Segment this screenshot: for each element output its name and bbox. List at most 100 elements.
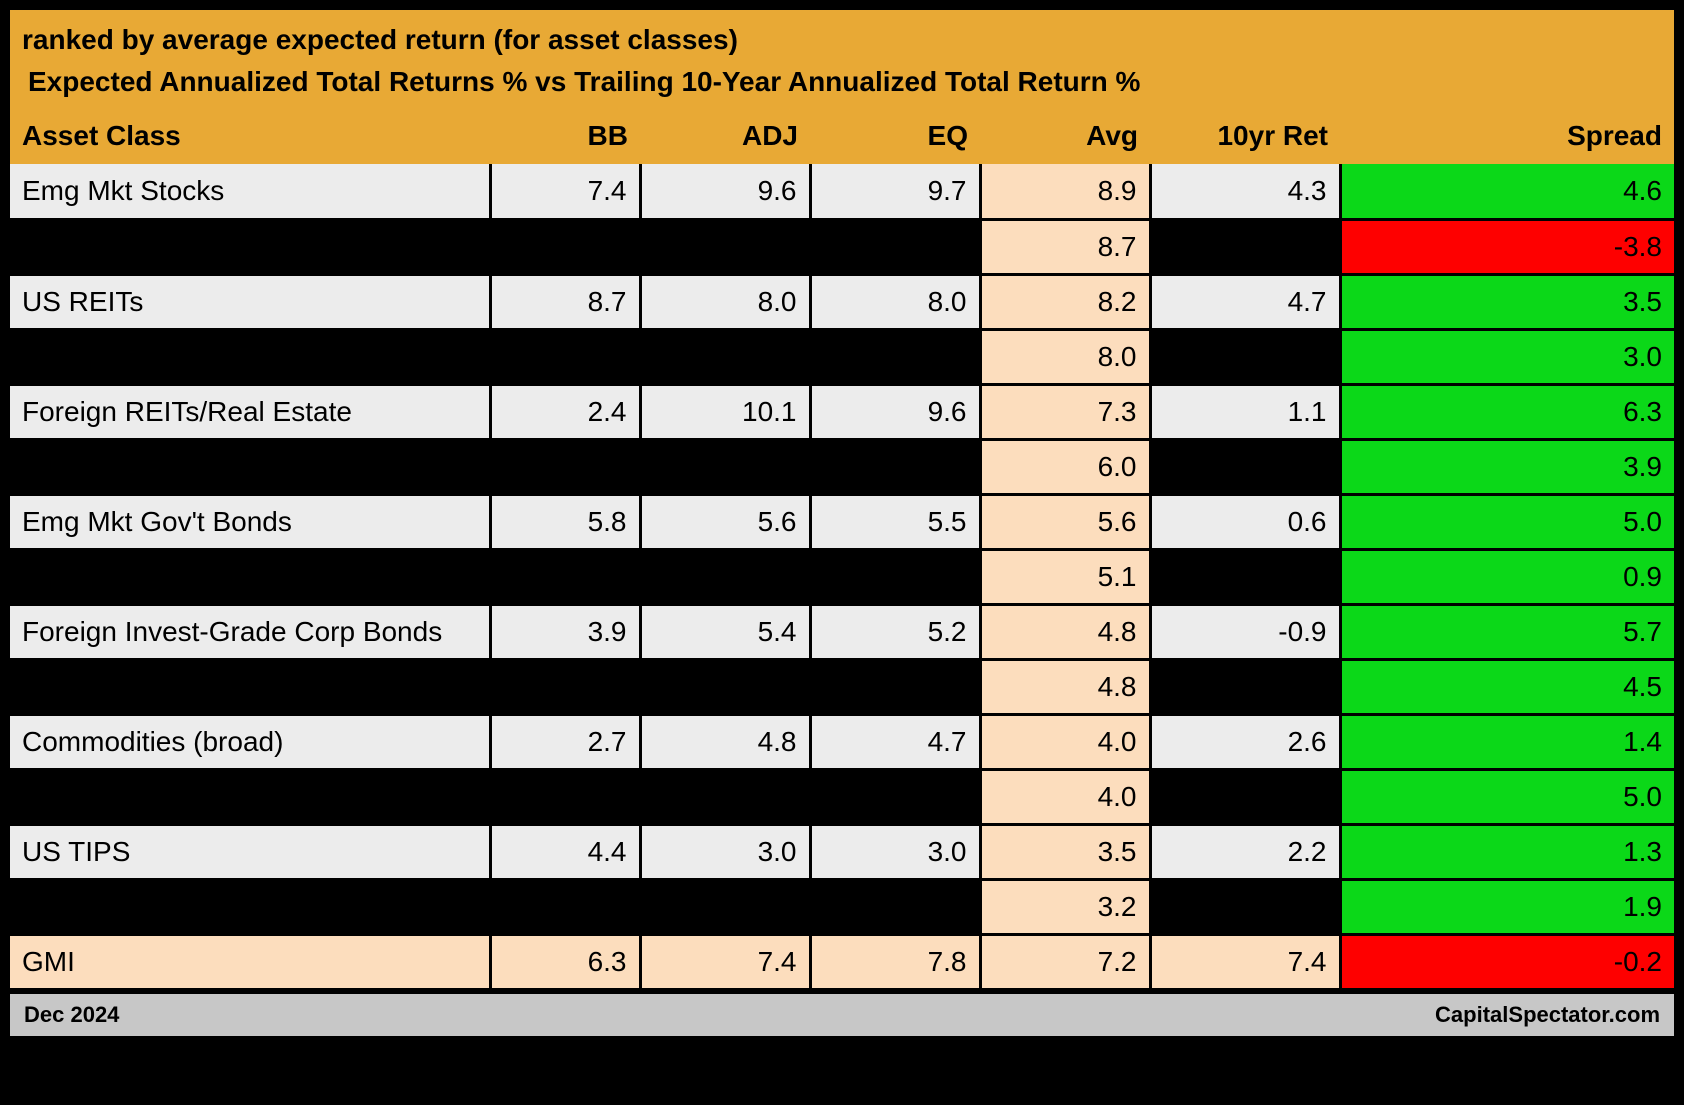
cell-avg: 8.9 xyxy=(980,164,1150,219)
table-row: US REITs8.78.08.08.24.73.5 xyxy=(10,274,1674,329)
cell-asset-class: Foreign REITs/Real Estate xyxy=(10,384,490,439)
cell-adj: 8.0 xyxy=(640,274,810,329)
cell-eq: 5.2 xyxy=(810,604,980,659)
cell-spread: -0.2 xyxy=(1340,934,1674,989)
table-row: 8.03.0 xyxy=(10,329,1674,384)
cell-spread: 5.0 xyxy=(1340,769,1674,824)
cell-adj: 5.4 xyxy=(640,604,810,659)
table-row: US TIPS4.43.03.03.52.21.3 xyxy=(10,824,1674,879)
column-header-row: Asset Class BB ADJ EQ Avg 10yr Ret Sprea… xyxy=(10,112,1674,164)
cell-asset-class xyxy=(10,659,490,714)
cell-eq: 9.6 xyxy=(810,384,980,439)
col-adj: ADJ xyxy=(640,112,810,164)
cell-asset-class: GMI xyxy=(10,934,490,989)
cell-eq: 5.5 xyxy=(810,494,980,549)
cell-adj: 3.0 xyxy=(640,824,810,879)
cell-eq: 3.0 xyxy=(810,824,980,879)
cell-bb xyxy=(490,659,640,714)
cell-adj xyxy=(640,769,810,824)
cell-10yr xyxy=(1150,219,1340,274)
col-asset-class: Asset Class xyxy=(10,112,490,164)
cell-eq xyxy=(810,439,980,494)
cell-asset-class: Commodities (broad) xyxy=(10,714,490,769)
cell-adj xyxy=(640,329,810,384)
cell-avg: 3.2 xyxy=(980,879,1150,934)
cell-adj xyxy=(640,439,810,494)
cell-10yr xyxy=(1150,329,1340,384)
cell-spread: 4.6 xyxy=(1340,164,1674,219)
cell-eq xyxy=(810,769,980,824)
cell-asset-class: Emg Mkt Stocks xyxy=(10,164,490,219)
cell-10yr: 4.3 xyxy=(1150,164,1340,219)
cell-spread: 3.9 xyxy=(1340,439,1674,494)
cell-avg: 7.2 xyxy=(980,934,1150,989)
cell-bb: 3.9 xyxy=(490,604,640,659)
table-row: 4.05.0 xyxy=(10,769,1674,824)
cell-asset-class: Foreign Invest-Grade Corp Bonds xyxy=(10,604,490,659)
table-header: ranked by average expected return (for a… xyxy=(10,10,1674,112)
table-row: 8.7-3.8 xyxy=(10,219,1674,274)
cell-eq xyxy=(810,219,980,274)
cell-bb: 4.4 xyxy=(490,824,640,879)
cell-spread: 5.0 xyxy=(1340,494,1674,549)
cell-adj: 9.6 xyxy=(640,164,810,219)
footer-source: CapitalSpectator.com xyxy=(1435,1002,1660,1028)
cell-bb: 7.4 xyxy=(490,164,640,219)
cell-bb xyxy=(490,439,640,494)
cell-10yr xyxy=(1150,549,1340,604)
cell-adj xyxy=(640,549,810,604)
cell-asset-class xyxy=(10,439,490,494)
cell-spread: 1.3 xyxy=(1340,824,1674,879)
cell-10yr: 4.7 xyxy=(1150,274,1340,329)
cell-adj: 5.6 xyxy=(640,494,810,549)
table-row: 4.8 4.5 xyxy=(10,659,1674,714)
cell-spread: 3.0 xyxy=(1340,329,1674,384)
cell-avg: 8.2 xyxy=(980,274,1150,329)
cell-asset-class: US REITs xyxy=(10,274,490,329)
cell-spread: -3.8 xyxy=(1340,219,1674,274)
cell-10yr: -0.9 xyxy=(1150,604,1340,659)
cell-adj: 10.1 xyxy=(640,384,810,439)
table-row: 3.21.9 xyxy=(10,879,1674,934)
cell-spread: 5.7 xyxy=(1340,604,1674,659)
cell-avg: 4.8 xyxy=(980,604,1150,659)
cell-bb: 5.8 xyxy=(490,494,640,549)
table-row: Emg Mkt Gov't Bonds5.85.65.55.60.65.0 xyxy=(10,494,1674,549)
returns-table: Asset Class BB ADJ EQ Avg 10yr Ret Sprea… xyxy=(10,112,1674,991)
cell-eq xyxy=(810,549,980,604)
cell-eq xyxy=(810,879,980,934)
cell-avg: 4.8 xyxy=(980,659,1150,714)
cell-spread: 0.9 xyxy=(1340,549,1674,604)
cell-10yr: 2.2 xyxy=(1150,824,1340,879)
cell-bb xyxy=(490,549,640,604)
cell-eq xyxy=(810,659,980,714)
cell-asset-class: US TIPS xyxy=(10,824,490,879)
table-footer: Dec 2024 CapitalSpectator.com xyxy=(10,991,1674,1036)
cell-avg: 4.0 xyxy=(980,714,1150,769)
cell-bb xyxy=(490,879,640,934)
cell-10yr xyxy=(1150,879,1340,934)
cell-eq: 4.7 xyxy=(810,714,980,769)
cell-bb xyxy=(490,219,640,274)
cell-eq xyxy=(810,329,980,384)
cell-adj xyxy=(640,219,810,274)
cell-asset-class xyxy=(10,219,490,274)
col-bb: BB xyxy=(490,112,640,164)
table-row: Foreign REITs/Real Estate2.410.19.67.31.… xyxy=(10,384,1674,439)
title-line-2: Expected Annualized Total Returns % vs T… xyxy=(22,66,1662,108)
cell-10yr: 2.6 xyxy=(1150,714,1340,769)
cell-10yr xyxy=(1150,769,1340,824)
cell-avg: 6.0 xyxy=(980,439,1150,494)
col-10yr: 10yr Ret xyxy=(1150,112,1340,164)
cell-bb xyxy=(490,329,640,384)
table-row: GMI6.37.47.87.27.4-0.2 xyxy=(10,934,1674,989)
table-row: 5.10.9 xyxy=(10,549,1674,604)
cell-asset-class xyxy=(10,549,490,604)
cell-spread: 4.5 xyxy=(1340,659,1674,714)
cell-avg: 3.5 xyxy=(980,824,1150,879)
table-row: 6.0 3.9 xyxy=(10,439,1674,494)
cell-asset-class xyxy=(10,329,490,384)
cell-avg: 7.3 xyxy=(980,384,1150,439)
cell-asset-class xyxy=(10,769,490,824)
table-row: Emg Mkt Stocks7.49.69.78.94.34.6 xyxy=(10,164,1674,219)
